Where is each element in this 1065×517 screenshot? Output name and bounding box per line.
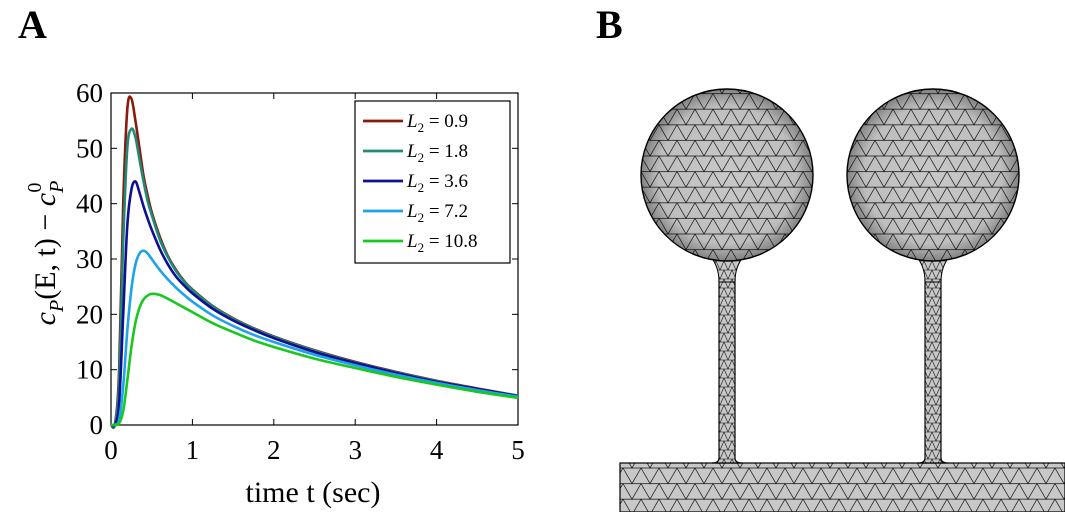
ylabel-c2: c	[29, 193, 62, 206]
panel-label-b: B	[596, 2, 623, 47]
panel-b: B	[560, 0, 1065, 513]
series-line-5	[110, 292, 519, 427]
x-tick-label: 4	[430, 435, 444, 465]
series-line-4	[110, 249, 519, 427]
legend-entry-5: L2 = 10.8	[406, 231, 478, 255]
spine-2-head-shade	[847, 89, 1019, 261]
x-tick-label: 1	[186, 435, 200, 465]
svg-text:cP(E, t) − cP0: cP(E, t) − cP0	[24, 181, 68, 326]
y-tick-label: 0	[90, 410, 104, 440]
panel-label-a: A	[18, 2, 47, 47]
ylabel-sup0: 0	[24, 183, 46, 193]
ylabel-args: (E, t) −	[29, 206, 62, 300]
ylabel-sub-p: P	[46, 300, 68, 313]
y-tick-label: 40	[76, 189, 103, 219]
x-axis-label: time t (sec)	[246, 476, 381, 509]
y-tick-label: 60	[76, 78, 103, 108]
spine-mesh-figure: B	[596, 2, 1065, 513]
y-tick-label: 50	[76, 133, 103, 163]
spine-1-head-shade	[641, 89, 813, 261]
legend-entry-4: L2 = 7.2	[406, 201, 468, 225]
x-tick-label: 5	[511, 435, 525, 465]
panel-a: A cP(E, t) − cP0 time t (sec) 0 1 2 3 4 5 0 10 2…	[18, 2, 525, 509]
spine-1-neck	[711, 279, 743, 464]
line-chart: A cP(E, t) − cP0 time t (sec) 0 1 2 3 4 50102…	[18, 2, 525, 509]
legend-entry-3: L2 = 3.6	[406, 171, 468, 195]
y-axis-label: cP(E, t) − cP0	[24, 181, 68, 326]
y-tick-label: 20	[76, 299, 103, 329]
ylabel-sub-p2: P	[46, 181, 68, 194]
x-tick-label: 0	[104, 435, 118, 465]
x-tick-label: 2	[267, 435, 281, 465]
y-tick-label: 30	[76, 244, 103, 274]
ylabel-c: c	[29, 312, 62, 325]
spine-2	[846, 88, 1020, 464]
spine-2-neck	[917, 279, 949, 464]
spine-1	[640, 88, 814, 464]
series-line-3	[110, 180, 519, 428]
dendrite-shaft	[619, 462, 1065, 513]
legend: L2 = 0.9 L2 = 1.8 L2 = 3.6 L2 = 7.2 L2 = 10.…	[354, 100, 511, 264]
legend-entry-1: L2 = 0.9	[406, 111, 468, 135]
x-tick-label: 3	[348, 435, 362, 465]
y-tick-label: 10	[76, 355, 103, 385]
legend-entry-2: L2 = 1.8	[406, 141, 468, 165]
